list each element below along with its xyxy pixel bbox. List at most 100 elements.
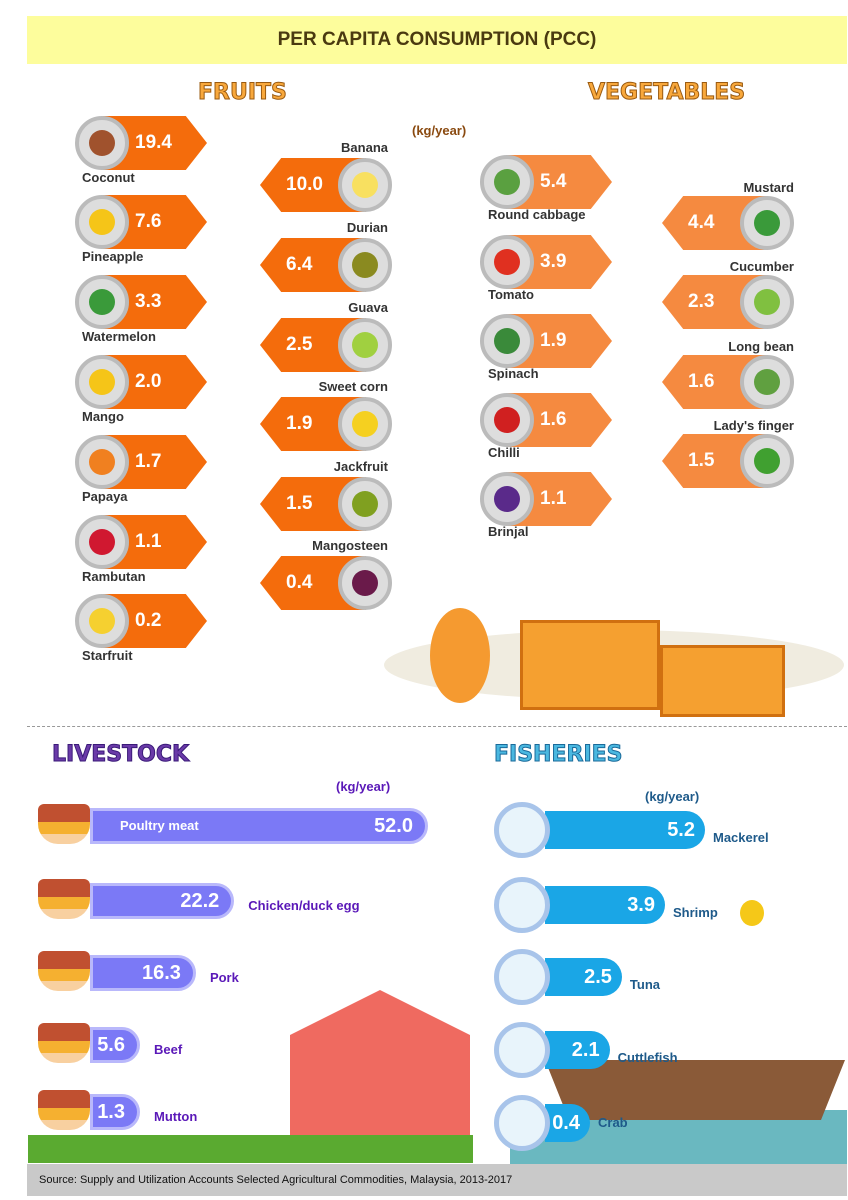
fisheries-bar: 3.9 — [545, 886, 665, 924]
fisheries-name: Shrimp — [673, 905, 718, 920]
badge-banana: 10.0 — [260, 158, 392, 212]
boat-illustration — [545, 1060, 845, 1120]
fruit-name: Coconut — [82, 170, 135, 185]
livestock-bar: 1.3 — [90, 1094, 140, 1130]
livestock-bar: 5.6 — [90, 1027, 140, 1063]
fruits-veg-unit: (kg/year) — [412, 123, 467, 138]
watermelon-icon — [75, 275, 129, 329]
vegetable-name: Cucumber — [729, 259, 794, 274]
badge-pineapple: 7.6 — [75, 195, 207, 249]
pork-icon — [38, 951, 90, 991]
source-footer: Source: Supply and Utilization Accounts … — [27, 1164, 847, 1196]
mustard-icon — [740, 196, 794, 250]
badge-lady-s-finger: 1.5 — [662, 434, 794, 488]
fruit-name: Banana — [341, 140, 388, 155]
badge-spinach: 1.9 — [480, 314, 612, 368]
barn-illustration — [290, 990, 470, 1140]
fruit-name: Mango — [82, 409, 124, 424]
spinach-icon — [480, 314, 534, 368]
vegetable-name: Chilli — [488, 445, 520, 460]
cuttlefish-icon — [494, 1022, 550, 1078]
livestock-heading: LIVESTOCK — [51, 742, 190, 768]
brinjal-icon — [480, 472, 534, 526]
badge-starfruit: 0.2 — [75, 594, 207, 648]
badge-mango: 2.0 — [75, 355, 207, 409]
fisheries-bar: 5.2 — [545, 811, 705, 849]
livestock-bar: 22.2 — [90, 883, 235, 919]
fruit-name: Mangosteen — [312, 538, 388, 553]
fruit-name: Jackfruit — [333, 459, 388, 474]
fisheries-bar: 0.4 — [545, 1104, 590, 1142]
fisheries-bar: 2.5 — [545, 958, 622, 996]
livestock-name: Chicken/duck egg — [248, 898, 360, 913]
jackfruit-icon — [338, 477, 392, 531]
sun-icon — [740, 900, 764, 926]
beef-icon — [38, 1023, 90, 1063]
vegetable-name: Long bean — [728, 339, 794, 354]
banana-icon — [338, 158, 392, 212]
badge-watermelon: 3.3 — [75, 275, 207, 329]
mackerel-icon — [494, 802, 550, 858]
papaya-icon — [75, 435, 129, 489]
vegetable-name: Brinjal — [488, 524, 529, 539]
fruit-name: Papaya — [82, 489, 128, 504]
long-bean-icon — [740, 355, 794, 409]
fruit-name: Watermelon — [82, 329, 156, 344]
livestock-unit: (kg/year) — [336, 779, 391, 794]
fisheries-name: Cuttlefish — [617, 1050, 678, 1065]
guava-icon — [338, 318, 392, 372]
badge-long-bean: 1.6 — [662, 355, 794, 409]
fruit-name: Sweet corn — [318, 379, 388, 394]
page-title: PER CAPITA CONSUMPTION (PCC) — [27, 16, 847, 64]
durian-icon — [338, 238, 392, 292]
starfruit-icon — [75, 594, 129, 648]
vegetable-name: Lady's finger — [713, 418, 794, 433]
badge-guava: 2.5 — [260, 318, 392, 372]
fruit-name: Pineapple — [82, 249, 144, 264]
mango-icon — [75, 355, 129, 409]
vegetable-name: Mustard — [743, 180, 794, 195]
badge-cucumber: 2.3 — [662, 275, 794, 329]
pineapple-icon — [75, 195, 129, 249]
grass-illustration — [28, 1135, 473, 1163]
badge-papaya: 1.7 — [75, 435, 207, 489]
tomato-icon — [480, 235, 534, 289]
mutton-icon — [38, 1090, 90, 1130]
badge-round-cabbage: 5.4 — [480, 155, 612, 209]
badge-brinjal: 1.1 — [480, 472, 612, 526]
vegetable-basket-illustration — [660, 645, 785, 717]
rambutan-icon — [75, 515, 129, 569]
badge-rambutan: 1.1 — [75, 515, 207, 569]
vegetable-name: Spinach — [488, 366, 539, 381]
vegetable-name: Round cabbage — [488, 207, 586, 222]
livestock-name: Beef — [154, 1042, 183, 1057]
badge-jackfruit: 1.5 — [260, 477, 392, 531]
tuna-icon — [494, 949, 550, 1005]
fruit-name: Durian — [346, 220, 388, 235]
fruit-name: Rambutan — [82, 569, 146, 584]
fisheries-bar: 2.1 — [545, 1031, 610, 1069]
livestock-name: Poultry meat — [120, 818, 199, 833]
badge-mangosteen: 0.4 — [260, 556, 392, 610]
papaya-illustration — [430, 608, 490, 703]
mangosteen-icon — [338, 556, 392, 610]
fruit-name: Starfruit — [82, 648, 133, 663]
poultry-meat-icon — [38, 804, 90, 844]
badge-chilli: 1.6 — [480, 393, 612, 447]
badge-mustard: 4.4 — [662, 196, 794, 250]
vegetables-heading: VEGETABLES — [587, 80, 746, 106]
badge-tomato: 3.9 — [480, 235, 612, 289]
chicken-duck-egg-icon — [38, 879, 90, 919]
fisheries-name: Crab — [598, 1115, 628, 1130]
livestock-bar: 16.3 — [90, 955, 196, 991]
fisheries-heading: FISHERIES — [494, 742, 623, 768]
cucumber-icon — [740, 275, 794, 329]
sweet-corn-icon — [338, 397, 392, 451]
lady-s-finger-icon — [740, 434, 794, 488]
fisheries-name: Mackerel — [713, 830, 769, 845]
fisheries-unit: (kg/year) — [645, 789, 700, 804]
coconut-icon — [75, 116, 129, 170]
fruit-name: Guava — [348, 300, 388, 315]
badge-sweet-corn: 1.9 — [260, 397, 392, 451]
fruits-heading: FRUITS — [198, 80, 288, 106]
